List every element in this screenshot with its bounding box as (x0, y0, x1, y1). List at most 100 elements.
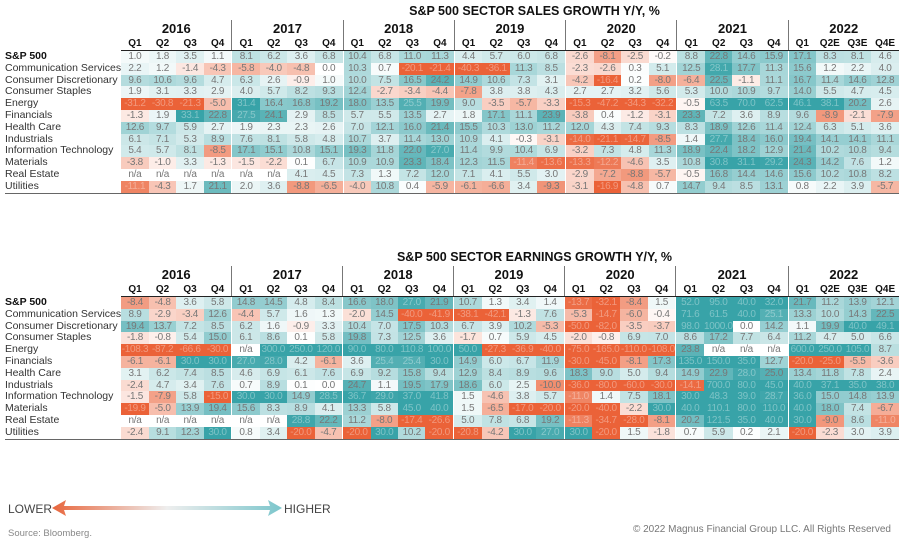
heatmap-cell: 3.9 (481, 320, 509, 333)
quarter-header: Q1 (676, 37, 705, 51)
heatmap-cell: 5.0 (620, 367, 648, 380)
row-label: Industrials (5, 379, 53, 391)
heatmap-cell: 2.3 (287, 121, 315, 134)
heatmap-cell: 5.8 (314, 332, 343, 345)
heatmap-cell: 15.6 (231, 403, 260, 415)
heatmap-cell: 40.0 (732, 296, 761, 309)
heatmap-cell: -8.4 (620, 296, 648, 309)
heatmap-cell: 8.2 (871, 168, 899, 181)
heatmap-cell: n/a (121, 168, 149, 181)
heatmap-cell: n/a (732, 344, 761, 356)
heatmap-cell: 1.1 (203, 50, 232, 63)
heatmap-cell: 18.0 (816, 403, 844, 415)
heatmap-cell: 5.7 (148, 145, 177, 158)
heatmap-cell: -50.0 (563, 320, 593, 333)
heatmap-cell: 48.3 (704, 391, 733, 404)
heatmap-cell: 19.9 (816, 320, 844, 333)
legend-lower-label: LOWER (8, 502, 53, 516)
row-label: Information Technology (5, 391, 114, 403)
heatmap-cell: 11.4 (816, 74, 844, 87)
heatmap-cell: 5.6 (648, 86, 677, 99)
heatmap-cell: -6.1 (148, 355, 177, 368)
heatmap-cell: -20.1 (398, 62, 427, 75)
heatmap-cell: 6.9 (620, 332, 648, 345)
heatmap-cell: 700.0 (704, 379, 733, 392)
heatmap-cell: 8.9 (760, 109, 789, 122)
heatmap-cell: 1.9 (121, 86, 149, 99)
heatmap-cell: 1.9 (231, 121, 260, 134)
heatmap-cell: 100.0 (425, 344, 454, 356)
heatmap-cell: n/a (148, 168, 177, 181)
heatmap-cell: 4.3 (593, 121, 622, 134)
heatmap-cell: -110.0 (620, 344, 648, 356)
heatmap-cell: 18.9 (676, 145, 705, 158)
heatmap-cell: 2.5 (508, 379, 537, 392)
heatmap-cell: 40.0 (675, 403, 704, 415)
heatmap-cell: -1.3 (508, 308, 537, 321)
heatmap-cell: 10.2 (816, 145, 844, 158)
heatmap-cell: 6.3 (231, 74, 260, 87)
heatmap-cell: 4.4 (453, 50, 483, 63)
heatmap-cell: -30.8 (148, 98, 177, 110)
heatmap-cell: -2.0 (563, 332, 593, 345)
heatmap-cell: -25.0 (816, 355, 844, 368)
heatmap-cell: -4.7 (314, 426, 343, 440)
heatmap-cell: 4.5 (871, 86, 899, 99)
heatmap-cell: -8.0 (370, 414, 398, 427)
heatmap-cell: 3.8 (482, 86, 510, 99)
heatmap-cell: 15.5 (453, 121, 483, 134)
year-header: 2022 (787, 20, 899, 37)
heatmap-cell: -27.3 (481, 344, 509, 356)
heatmap-cell: 8.3 (259, 403, 288, 415)
heatmap-cell: 30.0 (508, 426, 537, 440)
heatmap-cell: 8.9 (508, 367, 537, 380)
heatmap-cell: 7.6 (314, 367, 343, 380)
heatmap-cell: 28.0 (732, 367, 761, 380)
heatmap-cell: 9.1 (148, 426, 177, 440)
table-row: Industrials -2.4 4.7 3.4 7.6 0.7 8.9 0.1 0.0 24.7… (5, 379, 899, 392)
heatmap-cell: 4.5 (536, 332, 565, 345)
heatmap-cell: -3.1 (648, 109, 677, 122)
heatmap-cell: 6.7 (314, 157, 343, 169)
heatmap-cell: 14.7 (676, 180, 705, 194)
heatmap-cell: -20.8 (453, 426, 482, 440)
heatmap-cell: 4.8 (287, 296, 315, 309)
row-label: Consumer Staples (5, 332, 92, 344)
heatmap-cell: 30.0 (231, 391, 260, 404)
heatmap-cell: 11.4 (760, 121, 789, 134)
row-label: Health Care (5, 367, 62, 379)
heatmap-cell: 12.4 (342, 86, 372, 99)
heatmap-cell: 1.4 (676, 133, 705, 146)
heatmap-cell: 10.7 (453, 296, 482, 309)
heatmap-cell: -2.1 (843, 109, 872, 122)
heatmap-cell: -1.2 (621, 109, 649, 122)
heatmap-cell: n/a (203, 168, 232, 181)
heatmap-cell: -4.8 (148, 296, 177, 309)
header-spacer (5, 20, 121, 37)
heatmap-cell: 8.9 (287, 403, 315, 415)
quarter-header: Q2 (481, 283, 509, 297)
heatmap-cell: -8.1 (593, 50, 622, 63)
heatmap-cell: 6.8 (371, 50, 399, 63)
row-label: Financials (5, 109, 53, 121)
heatmap-cell: 17.1 (482, 109, 510, 122)
heatmap-cell: 2.7 (565, 86, 594, 99)
heatmap-cell: -4.4 (426, 86, 455, 99)
heatmap-cell: 31.1 (732, 157, 760, 169)
heatmap-cell: -1.7 (453, 332, 482, 345)
heatmap-cell: -1.3 (203, 157, 232, 169)
heatmap-cell: 8.7 (871, 344, 899, 356)
heatmap-cell: n/a (176, 168, 204, 181)
heatmap-cell: 25.5 (398, 98, 427, 110)
heatmap-cell: -8.9 (816, 109, 844, 122)
row-label: Consumer Discretionary (5, 320, 118, 332)
heatmap-cell: 28.7 (760, 391, 789, 404)
heatmap-cell: 3.4 (259, 426, 288, 440)
heatmap-cell: 135.0 (675, 355, 704, 368)
quarter-header: Q2E (816, 37, 844, 51)
row-label: S&P 500 (5, 296, 47, 308)
heatmap-cell: -20.0 (787, 355, 817, 368)
heatmap-cell: -0.4 (647, 308, 676, 321)
quarter-header: Q4 (760, 283, 789, 297)
heatmap-cell: 13.0 (509, 121, 538, 134)
